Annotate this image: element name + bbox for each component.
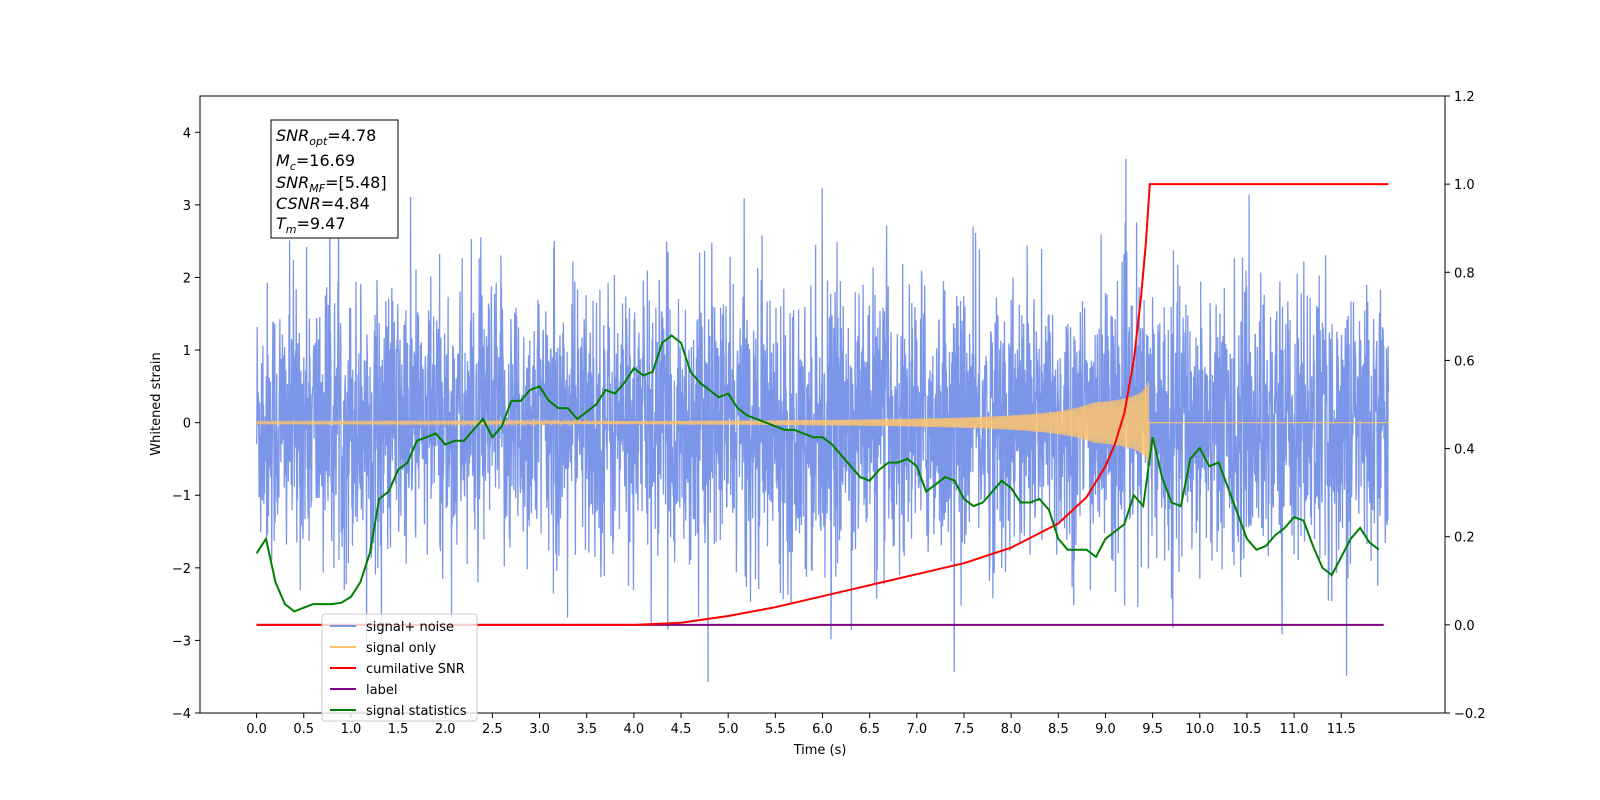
x-tick-label: 11.0 (1280, 722, 1309, 737)
legend-item: label (330, 683, 397, 698)
signal-only-line (256, 381, 1389, 466)
x-tick-label: 6.0 (812, 722, 833, 737)
y-axis-label: Whitened strain (149, 352, 164, 455)
cumilative-snr-line (256, 183, 1389, 626)
x-tick-label: 6.5 (859, 722, 880, 737)
x-tick-label: 0.5 (293, 722, 314, 737)
legend-item: signal statistics (330, 704, 467, 719)
y-tick-label: −1 (172, 489, 191, 504)
y2-tick-label: 0.8 (1454, 266, 1475, 281)
legend-label: signal statistics (366, 704, 467, 719)
annotation-snr-opt: SNRopt=4.78 (276, 126, 376, 148)
x-tick-label: 0.0 (246, 722, 267, 737)
legend-label: signal only (366, 641, 436, 656)
y-tick-label: 0 (183, 417, 191, 432)
x-tick-label: 11.5 (1327, 722, 1356, 737)
signal-only-series (256, 381, 1389, 466)
x-tick-label: 8.0 (1001, 722, 1022, 737)
legend-label: label (366, 683, 397, 698)
y-axis-left: −4 −3 −2 −1 0 1 2 3 4 (172, 126, 200, 722)
y2-tick-label: 0.2 (1454, 531, 1475, 546)
y-tick-label: −3 (172, 634, 191, 649)
x-tick-label: 3.0 (529, 722, 550, 737)
legend-label: cumilative SNR (366, 662, 465, 677)
legend-item: cumilative SNR (330, 662, 465, 677)
annotation-csnr: CSNR=4.84 (276, 194, 370, 213)
y2-tick-label: −0.2 (1454, 707, 1486, 722)
x-tick-label: 4.0 (624, 722, 645, 737)
x-tick-label: 10.0 (1185, 722, 1214, 737)
x-axis-label: Time (s) (793, 743, 847, 758)
x-tick-label: 9.5 (1142, 722, 1163, 737)
y-tick-label: 2 (183, 271, 191, 286)
x-axis: 0.0 0.5 1.0 1.5 2.0 2.5 3.0 3.5 4.0 4.5 5.0 5.5 6.0 6… (246, 713, 1356, 737)
legend-frame (321, 613, 478, 722)
x-tick-label: 9.0 (1095, 722, 1116, 737)
x-tick-label: 1.0 (341, 722, 362, 737)
x-tick-label: 10.5 (1232, 722, 1261, 737)
legend: signal+ noise signal only cumilative SNR la… (321, 613, 478, 722)
y-tick-label: 3 (183, 199, 191, 214)
y-tick-label: −2 (172, 562, 191, 577)
y2-tick-label: 0.4 (1454, 443, 1475, 458)
x-tick-label: 7.0 (906, 722, 927, 737)
x-tick-label: 4.5 (671, 722, 692, 737)
x-tick-label: 2.0 (435, 722, 456, 737)
annotation-box: SNRopt=4.78 Mc=16.69 SNRMF=[5.48] CSNR=4… (270, 119, 399, 239)
annotation-mc: Mc=16.69 (276, 151, 355, 173)
x-tick-label: 8.5 (1048, 722, 1069, 737)
x-tick-label: 5.0 (718, 722, 739, 737)
x-tick-label: 5.5 (765, 722, 786, 737)
legend-item: signal+ noise (330, 620, 454, 635)
annotation-frame (270, 119, 399, 239)
legend-item: signal only (330, 641, 436, 656)
x-tick-label: 7.5 (954, 722, 975, 737)
x-tick-label: 2.5 (482, 722, 503, 737)
y-tick-label: 4 (183, 126, 191, 141)
y2-tick-label: 1.2 (1454, 90, 1475, 105)
x-tick-label: 1.5 (388, 722, 409, 737)
y2-tick-label: 0.6 (1454, 354, 1475, 369)
y2-tick-label: 0.0 (1454, 619, 1475, 634)
y2-tick-label: 1.0 (1454, 178, 1475, 193)
legend-label: signal+ noise (366, 620, 454, 635)
annotation-snr-mf: SNRMF=[5.48] (276, 173, 387, 195)
signal-statistics-line (255, 334, 1380, 613)
annotation-tm: Tm=9.47 (276, 214, 346, 236)
y-tick-label: −4 (172, 707, 191, 722)
y-tick-label: 1 (183, 344, 191, 359)
y-axis-right: −0.2 0.0 0.2 0.4 0.6 0.8 1.0 1.2 (1445, 90, 1486, 722)
x-tick-label: 3.5 (576, 722, 597, 737)
